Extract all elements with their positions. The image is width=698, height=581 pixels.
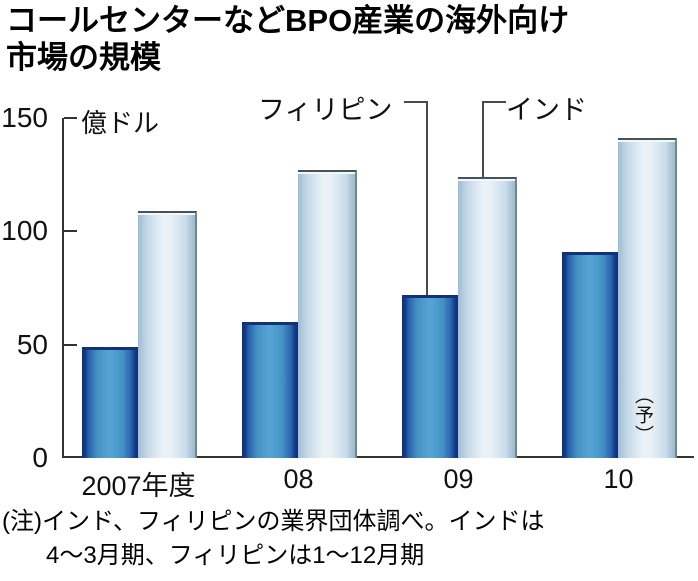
forecast-label: （予）: [632, 385, 653, 445]
y-tick-mark: [64, 230, 77, 233]
legend-connector-philippines-vertical: [426, 101, 428, 295]
bar-philippines-2: [402, 295, 458, 458]
legend-label-philippines: フィリピン: [258, 95, 393, 125]
legend-label-india: インド: [506, 95, 587, 125]
bar-philippines-0: [82, 347, 138, 458]
bar-india-3: [618, 138, 677, 458]
y-tick-label: 0: [32, 442, 48, 473]
x-axis-line: [62, 456, 694, 458]
bar-india-2: [458, 177, 517, 458]
note-line1: (注)インド、フィリピンの業界団体調べ。インドは: [2, 508, 545, 535]
bar-philippines-3: [562, 252, 618, 458]
y-tick-mark: [64, 343, 77, 346]
chart-title-line2: 市場の規模: [6, 40, 161, 75]
x-tick-label: 08: [283, 464, 314, 494]
y-tick-label: 50: [16, 328, 48, 360]
note-line2: 4〜3月期、フィリピンは1〜12月期: [46, 542, 425, 569]
x-tick-label: 10: [603, 464, 634, 494]
x-tick-label: 2007年度: [81, 471, 196, 501]
legend-connector-philippines-horizontal: [404, 101, 428, 103]
y-axis-line: [62, 118, 64, 458]
bar-philippines-1: [242, 322, 298, 458]
bar-india-0: [138, 211, 197, 458]
chart-title: コールセンターなどBPO産業の海外向け 市場の規模: [6, 2, 696, 76]
x-tick-label: 09: [443, 464, 474, 494]
bar-india-1: [298, 170, 357, 458]
chart-title-line1: コールセンターなどBPO産業の海外向け: [6, 3, 570, 38]
legend-connector-india-vertical: [482, 101, 484, 177]
y-tick-label: 150: [1, 102, 48, 133]
y-tick-mark: [64, 117, 77, 119]
legend-connector-india-horizontal: [482, 101, 506, 103]
y-axis-unit-label: 億ドル: [81, 108, 160, 138]
y-tick-label: 100: [1, 215, 48, 247]
